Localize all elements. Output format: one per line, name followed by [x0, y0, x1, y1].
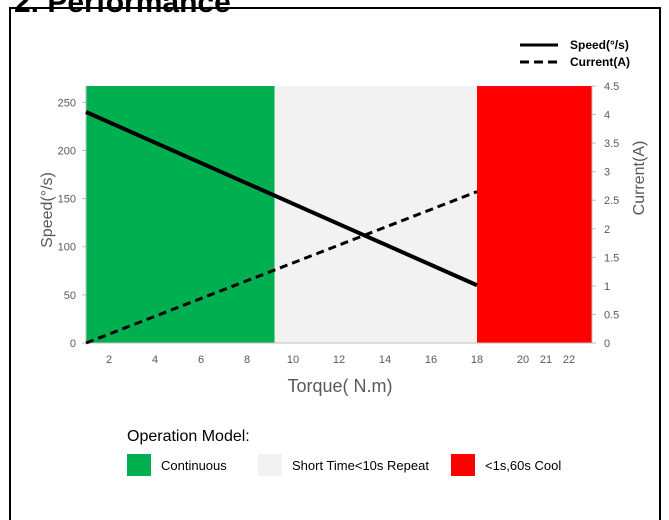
y2-tick-label-8: 4 [604, 110, 610, 122]
figure-frame [9, 7, 661, 520]
legend-swatch-short-time [258, 454, 282, 476]
y2-tick-label-1: 0.5 [604, 309, 619, 321]
y2-tick-label-9: 4.5 [604, 81, 619, 93]
y-tick-label-3: 150 [58, 194, 76, 206]
legend-label-cool: <1s,60s Cool [485, 457, 562, 473]
x-tick-label-7: 16 [425, 354, 437, 366]
legend-item-short-time: Short Time<10s Repeat [258, 452, 429, 478]
x-tick-label-8: 18 [471, 354, 483, 366]
y2-tick-label-7: 3.5 [604, 138, 619, 150]
y-tick-label-0: 0 [70, 338, 76, 350]
operation-legend-title: Operation Model: [127, 428, 250, 445]
y-tick-label-1: 50 [64, 290, 76, 302]
x-tick-label-3: 8 [244, 354, 250, 366]
x-tick-label-0: 2 [106, 354, 112, 366]
series-line-0 [85, 110, 478, 288]
x-tick-label-10: 21 [540, 354, 552, 366]
y-tick-label-2: 100 [58, 242, 76, 254]
x-tick-label-4: 10 [287, 354, 299, 366]
x-tick-label-1: 4 [152, 354, 158, 366]
x-tick-label-11: 22 [563, 354, 575, 366]
x-tick-label-5: 12 [333, 354, 345, 366]
legend-swatch-cool [451, 454, 475, 476]
y-axis-label: Speed(°/s) [39, 172, 56, 248]
legend-label-short-time: Short Time<10s Repeat [292, 457, 429, 473]
legend-label-continuous: Continuous [161, 457, 227, 473]
region-0 [86, 86, 275, 343]
y2-tick-label-2: 1 [604, 281, 610, 293]
region-2 [477, 86, 592, 343]
legend-item-cool: <1s,60s Cool [451, 452, 561, 478]
x-axis-label: Torque( N.m) [287, 376, 392, 396]
x-tick-label-2: 6 [198, 354, 204, 366]
page-title: 2. Performance [14, 0, 231, 19]
legend-series-label-1: Current(A) [570, 55, 630, 69]
legend-series-label-0: Speed(°/s) [570, 38, 629, 52]
y2-axis-label: Current(A) [631, 141, 648, 216]
y2-tick-label-5: 2.5 [604, 195, 619, 207]
legend-swatch-continuous [127, 454, 151, 476]
y-tick-label-5: 250 [58, 97, 76, 109]
region-1 [274, 86, 477, 343]
x-tick-label-6: 14 [379, 354, 391, 366]
y2-tick-label-6: 3 [604, 167, 610, 179]
y-tick-label-4: 200 [58, 145, 76, 157]
y2-tick-label-0: 0 [604, 338, 610, 350]
y2-tick-label-4: 2 [604, 224, 610, 236]
y2-tick-label-3: 1.5 [604, 252, 619, 264]
series-line-1 [85, 190, 478, 345]
legend-item-continuous: Continuous [127, 452, 227, 478]
x-tick-label-9: 20 [517, 354, 529, 366]
